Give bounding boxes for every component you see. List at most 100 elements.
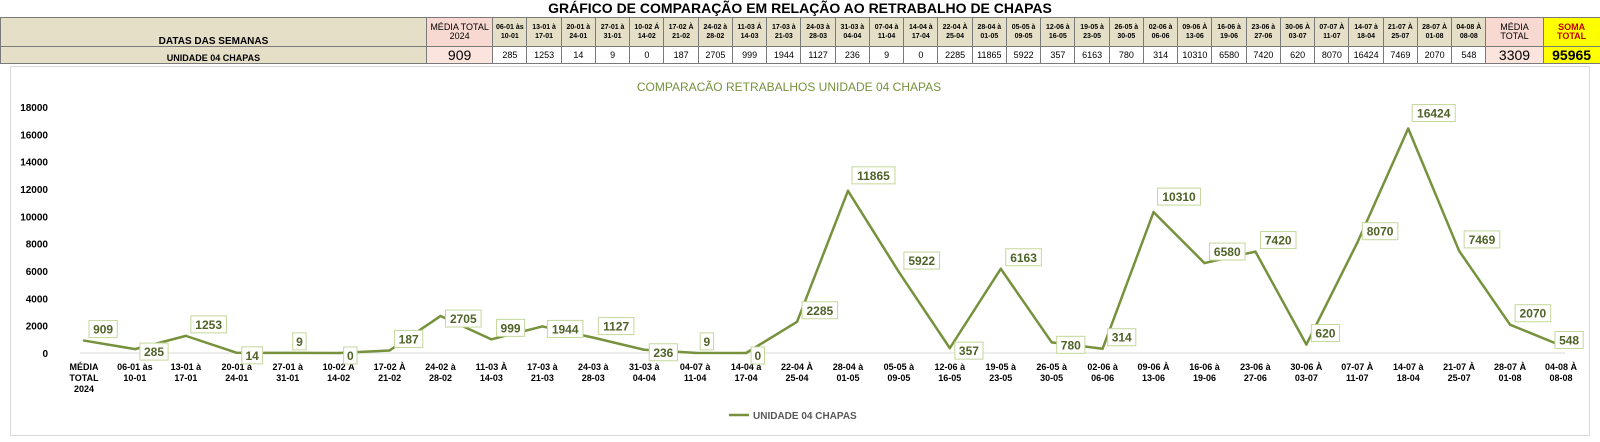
week-value: 1127 [800, 46, 836, 64]
data-point [1457, 249, 1461, 253]
data-point [693, 351, 697, 355]
x-tick-label: 13-01 à 17-01 [171, 362, 203, 383]
data-label: 11865 [851, 166, 896, 185]
week-header: 30-06 À 03-07 [1279, 17, 1316, 47]
week-value: 6580 [1211, 46, 1247, 64]
svg-text:780: 780 [1061, 338, 1081, 352]
data-label: 780 [1056, 335, 1086, 354]
svg-text:2070: 2070 [1520, 307, 1547, 321]
media-value: 909 [425, 46, 494, 64]
x-tick-label: 12-06 à 16-05 [935, 362, 967, 383]
week-value: 7469 [1382, 46, 1418, 64]
svg-text:5922: 5922 [908, 254, 935, 268]
data-label: 187 [394, 329, 424, 348]
svg-text:314: 314 [1112, 331, 1132, 345]
y-tick-label: 6000 [26, 267, 49, 278]
svg-text:187: 187 [399, 332, 419, 346]
svg-text:16424: 16424 [1417, 107, 1451, 121]
soma-total-value: 95965 [1542, 46, 1600, 64]
y-tick-label: 16000 [20, 130, 48, 141]
week-value: 0 [629, 46, 665, 64]
week-value: 9 [594, 46, 631, 64]
svg-text:548: 548 [1559, 334, 1579, 348]
x-tick-label: 07-07 À 11-07 [1341, 362, 1374, 383]
x-tick-label: 24-02 à 28-02 [425, 362, 457, 383]
x-tick-label: 27-01 à 31-01 [272, 362, 304, 383]
x-tick-label: 31-03 à 04-04 [629, 362, 661, 383]
week-header: 07-07 À 11-07 [1314, 17, 1350, 47]
x-tick-label: 23-06 à 27-06 [1240, 362, 1272, 383]
week-value: 1944 [766, 46, 802, 64]
week-value: 9 [868, 46, 905, 64]
media-total-header: MÉDIA TOTAL [1485, 17, 1544, 47]
svg-text:0: 0 [754, 349, 761, 363]
data-label: 6580 [1208, 242, 1246, 261]
week-value: 6163 [1074, 46, 1110, 64]
data-label: 0 [750, 346, 766, 365]
week-header: 13-01 à 17-01 [526, 17, 562, 47]
svg-text:9: 9 [296, 335, 303, 349]
data-label: 16424 [1411, 104, 1456, 123]
data-point [795, 320, 799, 323]
week-value: 2070 [1416, 46, 1453, 64]
media-total-value: 3309 [1485, 46, 1544, 64]
week-header: 24-03 à 28-03 [800, 17, 836, 47]
data-label: 1253 [190, 315, 227, 334]
week-header: 31-03 à 04-04 [834, 17, 870, 47]
data-point [184, 334, 188, 338]
week-header: 24-02 à 28-02 [697, 17, 733, 47]
data-point [1254, 250, 1257, 253]
week-value: 0 [903, 46, 939, 64]
data-point [744, 351, 748, 355]
y-tick-label: 18000 [20, 103, 48, 114]
data-point [337, 351, 340, 355]
x-tick-label: 28-04 à 01-05 [833, 362, 865, 383]
x-tick-label: 20-01 à 24-01 [222, 362, 254, 383]
week-header: 26-05 à 30-05 [1108, 17, 1144, 47]
series-line [83, 127, 1562, 355]
chart-title: COMPARACÃO RETRABALHOS UNIDADE 04 CHAPAS [637, 80, 941, 94]
svg-text:285: 285 [144, 345, 164, 359]
week-value: 16424 [1348, 46, 1384, 64]
data-point [999, 267, 1002, 270]
x-tick-label: 14-07 à 18-04 [1393, 362, 1425, 383]
data-label: 7420 [1259, 231, 1297, 250]
week-header: 16-06 à 19-06 [1211, 17, 1247, 47]
soma-total-header: SOMA TOTAL [1542, 17, 1600, 47]
svg-text:7469: 7469 [1469, 233, 1496, 247]
week-value: 2285 [937, 46, 973, 64]
svg-text:620: 620 [1315, 327, 1335, 341]
week-value: 620 [1279, 46, 1316, 64]
svg-text:7420: 7420 [1265, 234, 1292, 248]
week-value: 2705 [697, 46, 733, 64]
week-header: 17-02 À 21-02 [663, 17, 699, 47]
y-tick-label: 2000 [26, 322, 49, 333]
data-point [235, 351, 238, 355]
data-point [592, 336, 595, 339]
data-point [1203, 261, 1206, 265]
svg-text:236: 236 [653, 346, 673, 360]
svg-text:909: 909 [93, 323, 113, 337]
data-label: 1944 [546, 319, 584, 338]
page-title: GRÁFICO DE COMPARAÇÃO EM RELAÇÃO AO RETR… [548, 0, 1052, 16]
data-label: 909 [88, 320, 118, 339]
svg-text:10310: 10310 [1162, 190, 1196, 204]
data-point [1050, 341, 1053, 344]
legend: UNIDADE 04 CHAPAS [729, 411, 857, 422]
data-point [846, 189, 850, 193]
week-header: 19-05 à 23-05 [1074, 17, 1110, 47]
week-value: 10310 [1177, 46, 1213, 64]
media-header: MÉDIA TOTAL 2024 [425, 17, 494, 47]
data-point [388, 349, 391, 352]
week-header: 12-06 à 16-05 [1040, 17, 1076, 47]
data-label: 2705 [445, 309, 482, 328]
data-label: 357 [954, 341, 984, 360]
x-tick-label: 17-03 à 21-03 [527, 362, 559, 383]
data-label: 236 [648, 343, 678, 362]
svg-text:2285: 2285 [806, 304, 833, 318]
x-tick-label: 09-06 À 13-06 [1138, 362, 1171, 383]
week-value: 7420 [1245, 46, 1281, 64]
y-tick-label: 8000 [26, 240, 49, 251]
week-header: 20-01 à 24-01 [560, 17, 596, 47]
week-value: 314 [1142, 46, 1179, 64]
